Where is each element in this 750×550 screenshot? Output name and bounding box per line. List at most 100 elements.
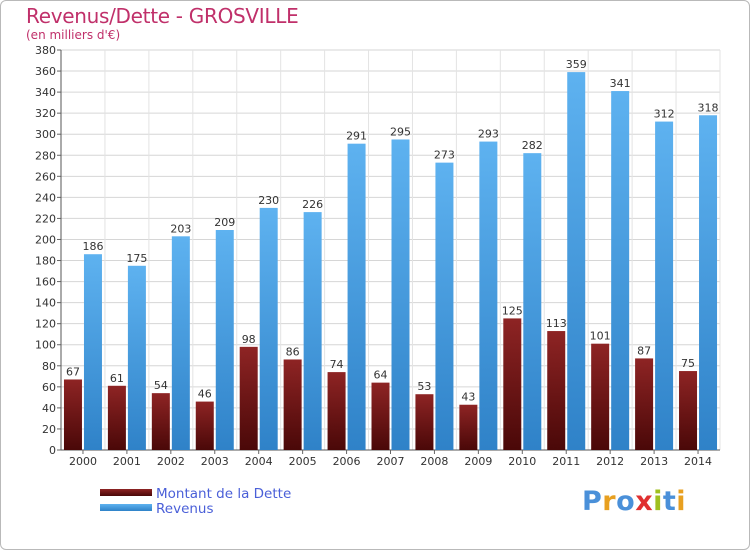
x-tick-label: 2004 <box>245 455 273 468</box>
data-label-dette: 46 <box>198 388 212 401</box>
x-tick-label: 2010 <box>508 455 536 468</box>
y-tick-label: 40 <box>42 402 56 415</box>
bar-dette <box>283 359 302 450</box>
legend-swatch-revenus <box>100 504 152 511</box>
x-tick-label: 2006 <box>333 455 361 468</box>
bar-dette <box>239 346 258 450</box>
data-labels: 67 186 61 175 54 203 46 209 98 230 86 226 74 291 64 295… <box>66 58 719 404</box>
data-label-revenus: 230 <box>258 194 279 207</box>
x-tick-label: 2014 <box>684 455 712 468</box>
logo-letter: r <box>602 486 617 517</box>
data-label-dette: 53 <box>417 380 431 393</box>
data-label-revenus: 282 <box>522 139 543 152</box>
data-label-revenus: 273 <box>434 149 455 162</box>
data-label-dette: 75 <box>681 357 695 370</box>
bars <box>63 72 718 451</box>
bar-dette <box>151 393 170 450</box>
data-label-dette: 67 <box>66 365 80 378</box>
x-tick-label: 2002 <box>157 455 185 468</box>
bar-dette <box>635 358 654 450</box>
x-tick-label: 2009 <box>464 455 492 468</box>
bar-dette <box>547 331 566 450</box>
data-label-dette: 43 <box>461 391 475 404</box>
data-label-dette: 54 <box>154 379 168 392</box>
y-tick-label: 20 <box>42 423 56 436</box>
data-label-revenus: 209 <box>214 216 235 229</box>
bar-revenus <box>215 230 234 450</box>
chart-subtitle: (en milliers d'€) <box>26 28 121 42</box>
bar-revenus <box>523 153 542 450</box>
bar-revenus <box>699 115 718 451</box>
data-label-dette: 74 <box>330 358 344 371</box>
bar-dette <box>327 372 346 450</box>
chart-title: Revenus/Dette - GROSVILLE <box>26 4 299 28</box>
x-tick-label: 2000 <box>69 455 97 468</box>
data-label-revenus: 318 <box>698 101 719 114</box>
bar-revenus <box>611 91 630 450</box>
data-label-dette: 125 <box>502 304 523 317</box>
bar-dette <box>63 379 82 450</box>
x-tick-label: 2008 <box>420 455 448 468</box>
bar-dette <box>591 343 610 450</box>
axes: 0 20 40 60 80 100 120 140 160 180 200 220 240 260 280 3… <box>35 44 720 468</box>
logo-letter: x <box>635 486 654 517</box>
bar-revenus <box>391 139 410 450</box>
x-tick-label: 2003 <box>201 455 229 468</box>
bar-revenus <box>567 72 586 451</box>
bar-dette <box>371 382 390 450</box>
legend-label-revenus: Revenus <box>156 501 214 517</box>
plot-area <box>61 50 720 450</box>
data-label-revenus: 186 <box>82 240 103 253</box>
y-tick-label: 240 <box>35 191 56 204</box>
data-label-revenus: 312 <box>654 108 675 121</box>
data-label-dette: 87 <box>637 344 651 357</box>
legend-label-dette: Montant de la Dette <box>156 486 292 502</box>
bar-revenus <box>171 236 190 450</box>
y-tick-label: 260 <box>35 170 56 183</box>
y-tick-label: 360 <box>35 65 56 78</box>
data-label-revenus: 341 <box>610 77 631 90</box>
bar-revenus <box>127 265 146 450</box>
y-tick-label: 80 <box>42 360 56 373</box>
data-label-revenus: 291 <box>346 130 367 143</box>
data-label-revenus: 295 <box>390 125 411 138</box>
x-tick-label: 2007 <box>377 455 405 468</box>
logo-letter: P <box>582 486 603 517</box>
data-label-revenus: 226 <box>302 198 323 211</box>
data-label-dette: 86 <box>286 345 300 358</box>
bar-dette <box>195 401 214 450</box>
data-label-revenus: 175 <box>126 252 147 265</box>
x-tick-label: 2005 <box>289 455 317 468</box>
bar-revenus <box>435 162 454 450</box>
bar-revenus <box>655 121 674 450</box>
logo-letter: t <box>662 486 677 517</box>
proxiti-logo: Proxiti <box>582 486 686 517</box>
y-tick-label: 0 <box>49 444 56 457</box>
x-tick-label: 2013 <box>640 455 668 468</box>
logo-letter: o <box>616 486 636 517</box>
bar-dette <box>415 394 434 450</box>
y-tick-label: 220 <box>35 212 56 225</box>
bar-dette <box>503 318 522 450</box>
y-tick-label: 200 <box>35 233 56 246</box>
y-tick-label: 60 <box>42 381 56 394</box>
x-tick-label: 2001 <box>113 455 141 468</box>
data-label-dette: 64 <box>374 369 388 382</box>
data-label-revenus: 203 <box>170 222 191 235</box>
legend-swatch-dette <box>100 489 152 496</box>
bar-revenus <box>347 143 366 450</box>
y-tick-label: 280 <box>35 149 56 162</box>
y-tick-label: 320 <box>35 107 56 120</box>
bar-dette <box>107 385 126 450</box>
data-label-dette: 98 <box>242 333 256 346</box>
data-label-dette: 61 <box>110 372 124 385</box>
y-tick-label: 120 <box>35 318 56 331</box>
y-tick-label: 160 <box>35 276 56 289</box>
y-tick-label: 180 <box>35 255 56 268</box>
data-label-dette: 101 <box>590 330 611 343</box>
y-tick-label: 340 <box>35 86 56 99</box>
y-tick-label: 300 <box>35 128 56 141</box>
bar-revenus <box>479 141 498 450</box>
logo-letter: i <box>676 486 687 517</box>
